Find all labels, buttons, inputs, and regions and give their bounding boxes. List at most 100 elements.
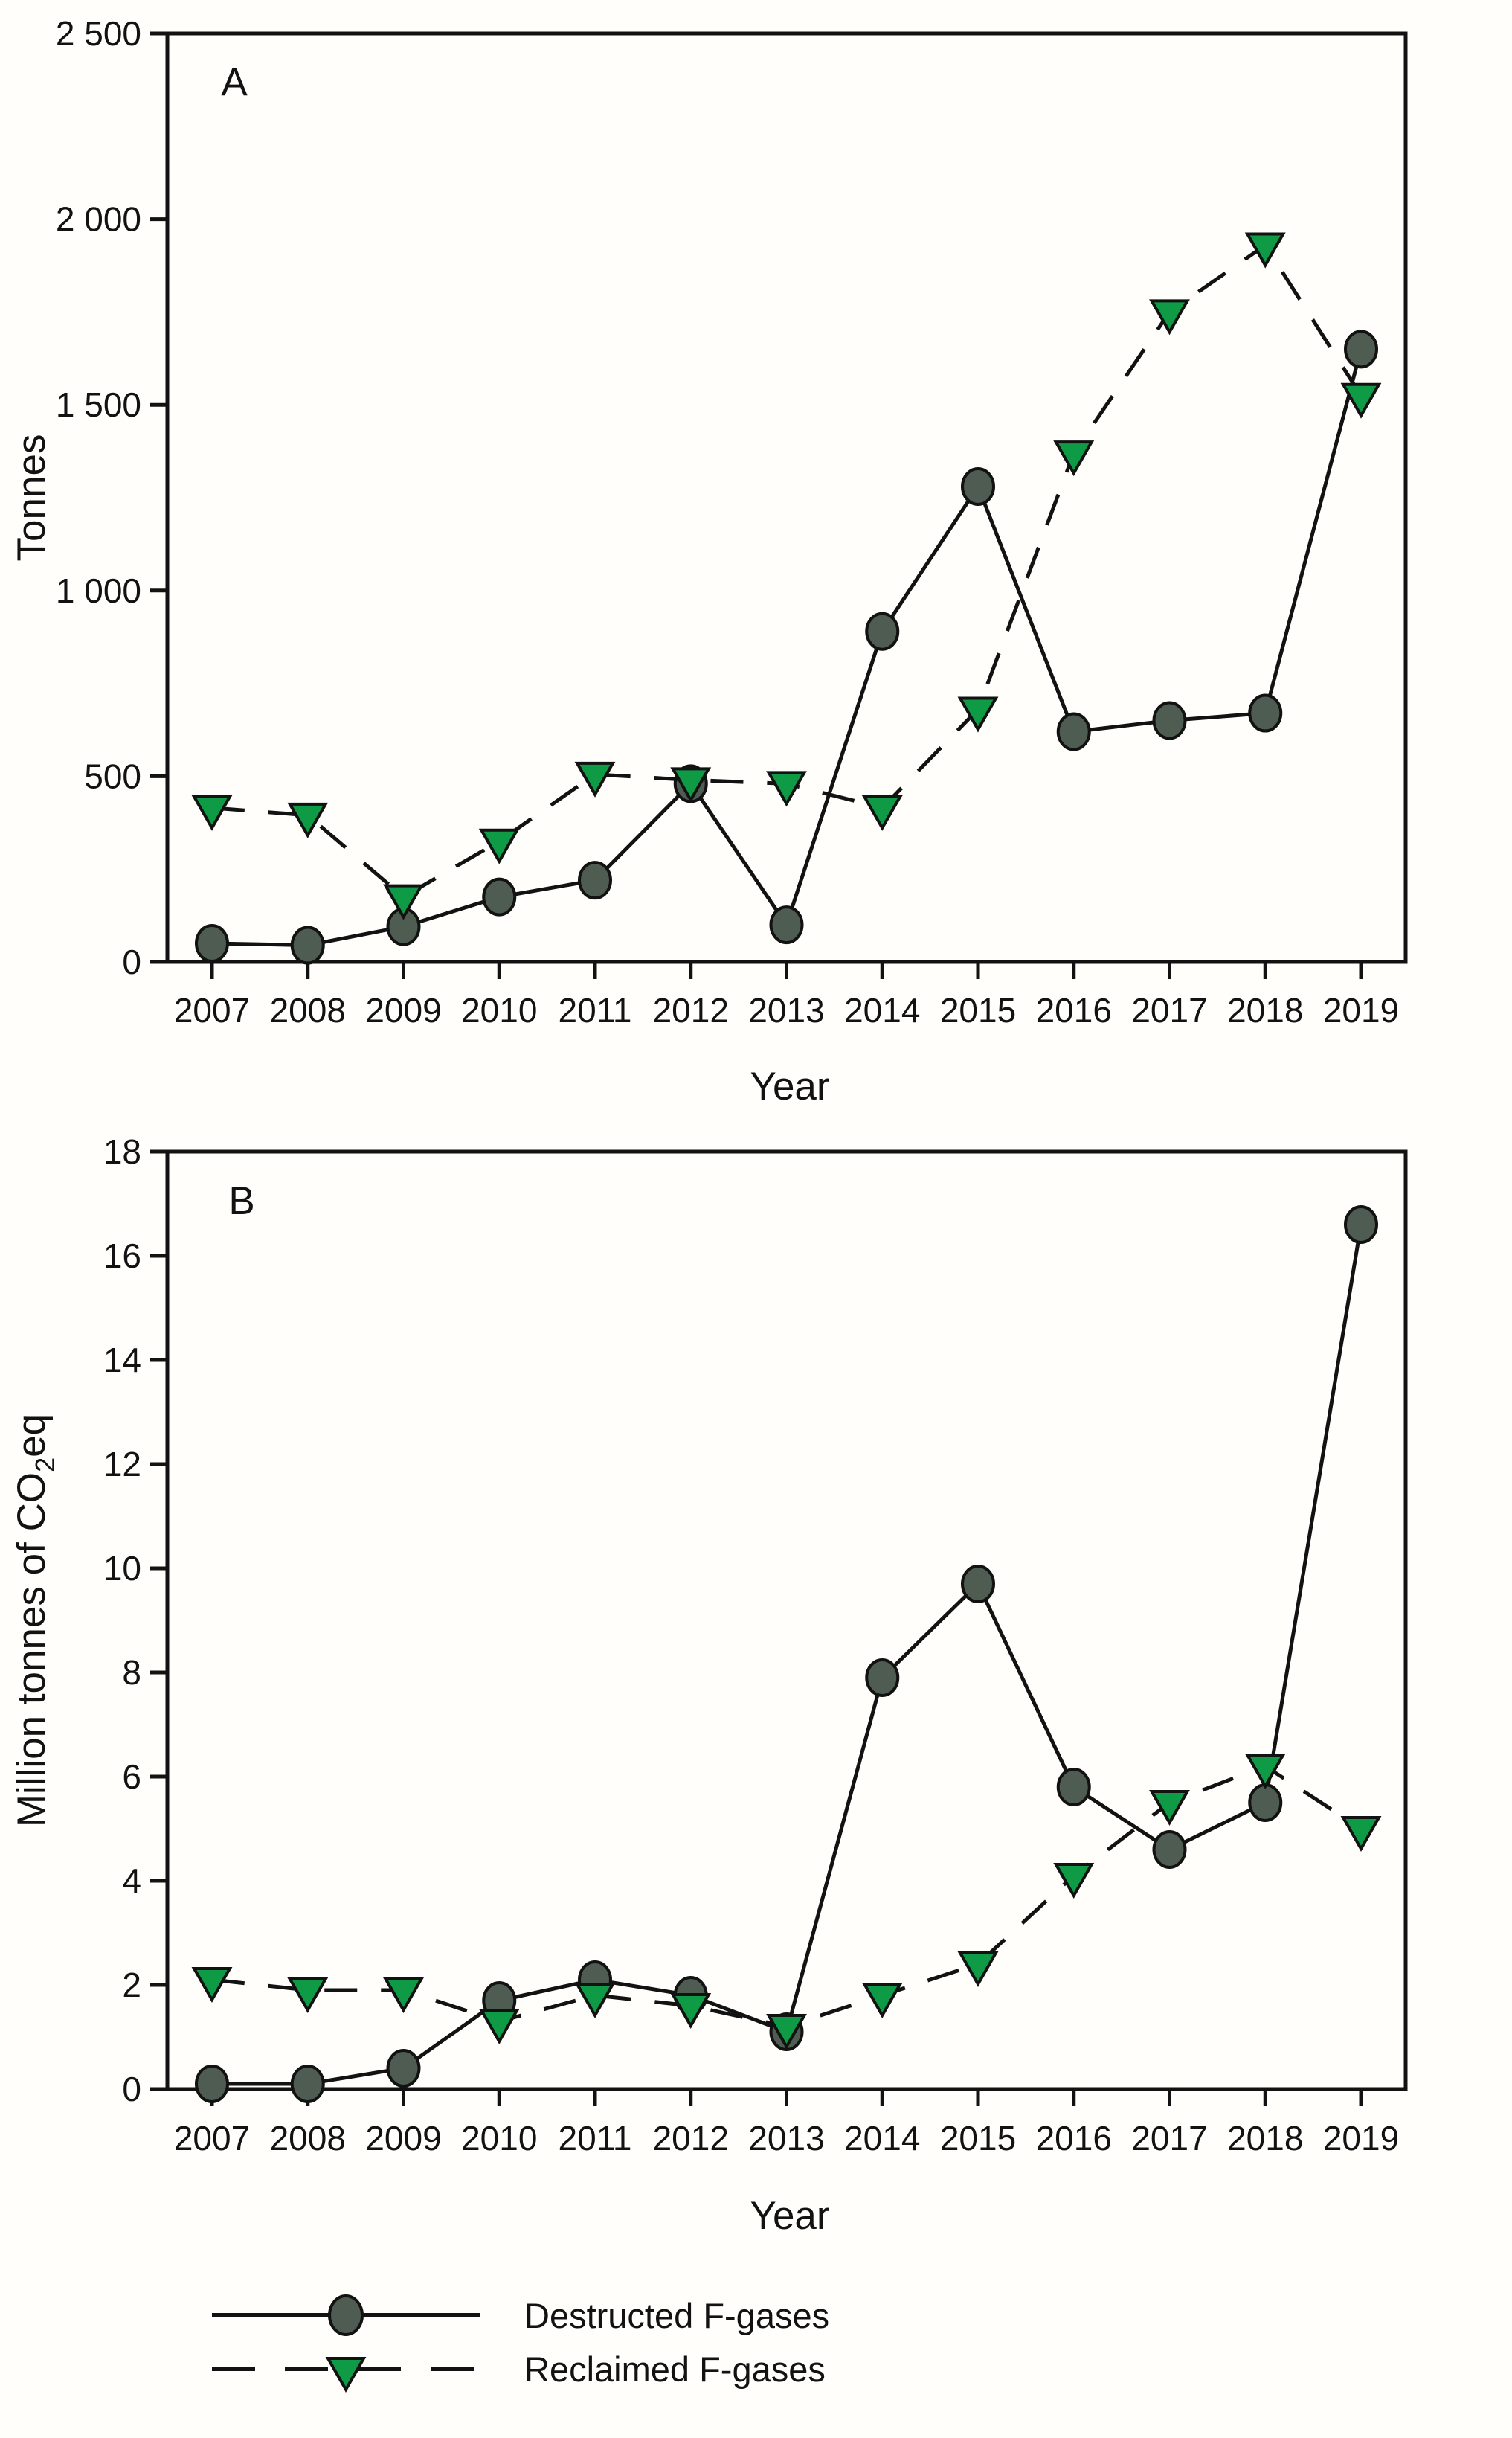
data-point-circle [1344, 1205, 1378, 1244]
series-line-reclaimed [211, 1764, 1363, 2029]
x-axis-tick-label: 2008 [270, 991, 346, 1030]
x-axis-tick-label: 2013 [748, 991, 824, 1030]
data-point-triangle [383, 1977, 424, 2014]
data-point-circle [961, 1565, 995, 1603]
data-point-triangle [861, 1983, 903, 2019]
y-axis-tick-label: 16 [103, 1236, 141, 1275]
data-point-triangle [957, 1951, 999, 1988]
panel-a-x-axis-title: Year [750, 1065, 829, 1109]
y-axis-tick-label: 2 [122, 1966, 141, 2004]
x-axis-tick-label: 2012 [653, 2119, 729, 2158]
x-axis-tick-label: 2018 [1227, 2119, 1303, 2158]
data-point-triangle [1149, 1790, 1190, 1826]
x-axis-tick-label: 2016 [1036, 2119, 1112, 2158]
data-point-triangle [670, 767, 712, 803]
data-point-circle [865, 612, 900, 651]
data-point-triangle [1244, 232, 1286, 269]
data-point-circle [1152, 1830, 1187, 1869]
y-axis-tick-label: 4 [122, 1861, 141, 1900]
data-point-triangle [383, 884, 424, 920]
legend-label-reclaimed: Reclaimed F-gases [524, 2349, 826, 2389]
panel-a: 0 500 1 000 1 500 2 000 2 500 2007 2008 2009 2010… [10, 14, 1408, 1109]
legend: Destructed F-gases Reclaimed F-gases [212, 2294, 829, 2393]
x-axis-tick-label: 2011 [559, 991, 632, 1030]
legend-triangle-marker-icon [325, 2357, 367, 2393]
panel-a-y-axis-title: Tonnes [10, 434, 54, 562]
data-point-triangle [574, 1983, 616, 2019]
data-point-circle [865, 1658, 900, 1697]
x-axis-tick-label: 2007 [174, 991, 250, 1030]
series-line-destructed [212, 1224, 1363, 2086]
data-point-triangle [478, 2009, 520, 2045]
data-point-circle [1056, 1768, 1091, 1806]
legend-label-destructed: Destructed F-gases [524, 2296, 829, 2335]
x-axis-tick-label: 2012 [653, 991, 729, 1030]
x-axis-tick-label: 2013 [748, 2119, 824, 2158]
data-point-triangle [1053, 440, 1095, 477]
x-axis-tick-label: 2009 [365, 2119, 441, 2158]
x-axis-tick-label: 2015 [940, 991, 1016, 1030]
data-point-circle [195, 2065, 229, 2103]
x-axis-tick-label: 2007 [174, 2119, 250, 2158]
x-axis-tick-label: 2017 [1131, 991, 1207, 1030]
x-axis-tick-label: 2018 [1227, 991, 1303, 1030]
data-point-triangle [861, 795, 903, 831]
x-axis-tick-label: 2015 [940, 2119, 1016, 2158]
data-point-triangle [957, 696, 999, 733]
data-point-circle [1248, 693, 1283, 733]
panel-b-x-axis-title: Year [750, 2194, 829, 2238]
x-axis-tick-label: 2010 [461, 2119, 537, 2158]
x-axis-tick-label: 2010 [461, 991, 537, 1030]
panel-a-letter: A [221, 60, 248, 104]
data-point-circle [1152, 701, 1187, 740]
data-point-circle [195, 924, 229, 963]
x-axis-tick-label: 2017 [1131, 2119, 1207, 2158]
y-axis-tick-label: 1 000 [56, 571, 141, 610]
series-line-destructed [211, 348, 1363, 948]
x-axis-tick-label: 2009 [365, 991, 441, 1030]
plot-border [165, 1149, 1408, 2091]
data-point-triangle [766, 771, 807, 807]
data-point-triangle [670, 1993, 712, 2030]
y-axis-tick-label: 8 [122, 1653, 141, 1692]
data-point-triangle [1244, 1754, 1286, 1790]
data-point-circle [769, 905, 804, 945]
y-axis-tick-label: 2 500 [56, 14, 141, 53]
data-point-circle [578, 861, 612, 900]
y-axis-tick-label: 1 500 [56, 385, 141, 424]
x-axis-tick-label: 2016 [1036, 991, 1112, 1030]
data-point-triangle [1149, 299, 1190, 336]
y-axis-tick-label: 0 [122, 943, 141, 981]
panel-b-letter: B [228, 1179, 254, 1223]
data-point-circle [961, 467, 995, 507]
data-point-triangle [478, 828, 520, 864]
data-point-triangle [574, 761, 616, 798]
data-point-triangle [191, 795, 233, 831]
data-point-triangle [287, 802, 329, 838]
data-point-circle [1248, 1783, 1283, 1822]
data-point-triangle [766, 2014, 807, 2050]
legend-circle-marker-icon [328, 2294, 364, 2336]
y-axis-tick-label: 10 [103, 1549, 141, 1588]
plot-border [165, 31, 1408, 964]
x-axis-tick-label: 2019 [1323, 2119, 1399, 2158]
x-axis-tick-label: 2019 [1323, 991, 1399, 1030]
y-axis-tick-label: 6 [122, 1757, 141, 1796]
data-point-circle [290, 2065, 325, 2103]
x-axis-tick-label: 2014 [844, 991, 920, 1030]
y-axis-tick-label: 0 [122, 2070, 141, 2108]
data-point-triangle [287, 1977, 329, 2014]
x-axis-tick-label: 2008 [270, 2119, 346, 2158]
data-point-triangle [1053, 1863, 1095, 1899]
data-point-circle [482, 877, 517, 917]
data-point-circle [386, 2049, 421, 2088]
data-point-triangle [191, 1967, 233, 2004]
panel-a-plot-area: 0 500 1 000 1 500 2 000 2 500 2007 2008 2009 2010… [56, 14, 1408, 1030]
data-point-circle [1344, 330, 1378, 369]
x-axis-tick-label: 2011 [559, 2119, 632, 2158]
data-point-circle [290, 926, 325, 965]
panel-b-y-axis-title: Million tonnes of CO2eq [10, 1414, 60, 1827]
data-point-circle [1056, 712, 1091, 751]
y-axis-tick-label: 18 [103, 1132, 141, 1171]
panel-b-plot-area: 0 2 4 6 8 10 12 14 16 18 2007 2008 2009 2010 2011 2012 2… [103, 1132, 1408, 2158]
